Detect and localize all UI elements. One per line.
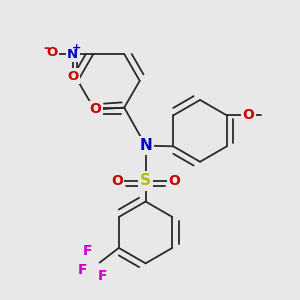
Text: O: O [168, 174, 180, 188]
Text: O: O [111, 174, 123, 188]
Text: -: - [43, 40, 49, 55]
Text: O: O [242, 108, 254, 122]
Text: N: N [67, 47, 78, 61]
Text: O: O [90, 102, 102, 116]
Text: O: O [46, 46, 57, 59]
Text: N: N [139, 138, 152, 153]
Text: F: F [98, 269, 107, 283]
Text: +: + [72, 43, 81, 52]
Text: F: F [78, 263, 87, 277]
Text: F: F [83, 244, 93, 258]
Text: S: S [140, 173, 151, 188]
Text: O: O [67, 70, 78, 83]
